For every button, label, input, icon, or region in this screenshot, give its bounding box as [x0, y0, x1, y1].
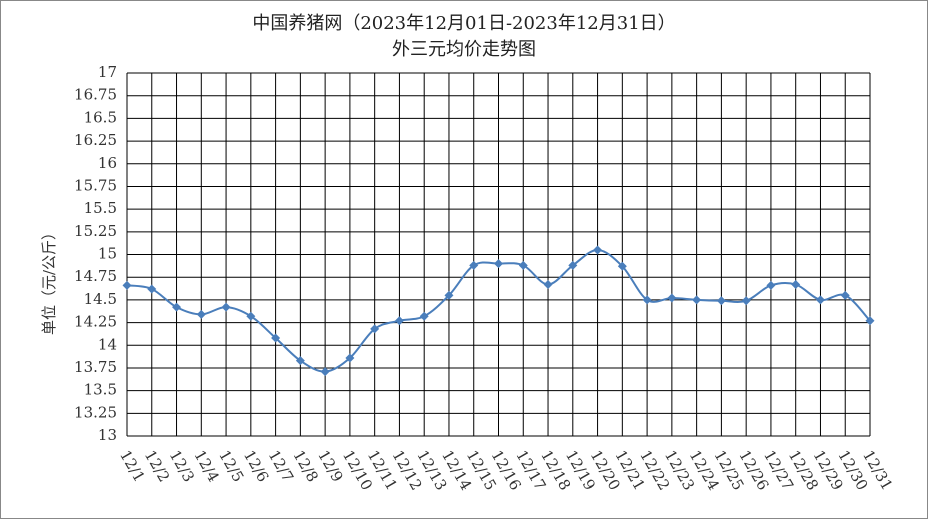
data-point: [791, 279, 801, 289]
data-point: [320, 367, 330, 377]
data-point: [147, 284, 157, 294]
data-point: [271, 333, 281, 343]
data-point: [394, 316, 404, 326]
data-point: [617, 261, 627, 271]
y-tick-label: 14: [98, 335, 117, 353]
data-point: [196, 309, 206, 319]
data-point: [295, 356, 305, 366]
data-point: [345, 353, 355, 363]
chart-subtitle: 外三元均价走势图: [392, 39, 536, 60]
data-point: [370, 324, 380, 334]
data-point: [518, 260, 528, 270]
y-tick-label: 15.75: [74, 176, 117, 194]
chart-title: 中国养猪网（2023年12月01日-2023年12月31日）: [252, 13, 675, 34]
data-point: [766, 280, 776, 290]
data-point: [543, 279, 553, 289]
data-point: [122, 280, 132, 290]
y-axis-label: 单位（元/公斤）: [40, 225, 58, 335]
y-tick-label: 16.75: [74, 86, 117, 104]
y-tick-label: 13.25: [74, 403, 117, 421]
y-tick-label: 15.5: [84, 199, 117, 217]
data-point: [667, 293, 677, 303]
y-tick-label: 13.5: [84, 381, 117, 399]
y-tick-label: 16.25: [74, 131, 117, 149]
y-tick-label: 17: [98, 63, 117, 81]
data-point: [716, 296, 726, 306]
data-point: [221, 302, 231, 312]
data-point: [642, 295, 652, 305]
data-point: [692, 295, 702, 305]
data-point: [593, 245, 603, 255]
data-point: [419, 311, 429, 321]
data-point: [172, 302, 182, 312]
data-point: [865, 316, 875, 326]
data-point: [741, 296, 751, 306]
y-tick-label: 15: [98, 245, 117, 263]
y-tick-label: 16.5: [84, 108, 117, 126]
data-point: [815, 295, 825, 305]
y-tick-label: 16: [98, 154, 117, 172]
y-tick-label: 15.25: [74, 222, 117, 240]
y-tick-label: 14.5: [84, 290, 117, 308]
y-tick-label: 14.75: [74, 267, 117, 285]
data-point: [494, 259, 503, 269]
y-tick-label: 14.25: [74, 313, 117, 331]
data-point: [568, 260, 578, 270]
data-point: [246, 311, 256, 321]
y-tick-label: 13.75: [74, 358, 117, 376]
data-point: [840, 290, 850, 300]
data-point: [444, 290, 454, 300]
y-tick-label: 13: [98, 426, 117, 444]
data-point: [469, 260, 479, 270]
